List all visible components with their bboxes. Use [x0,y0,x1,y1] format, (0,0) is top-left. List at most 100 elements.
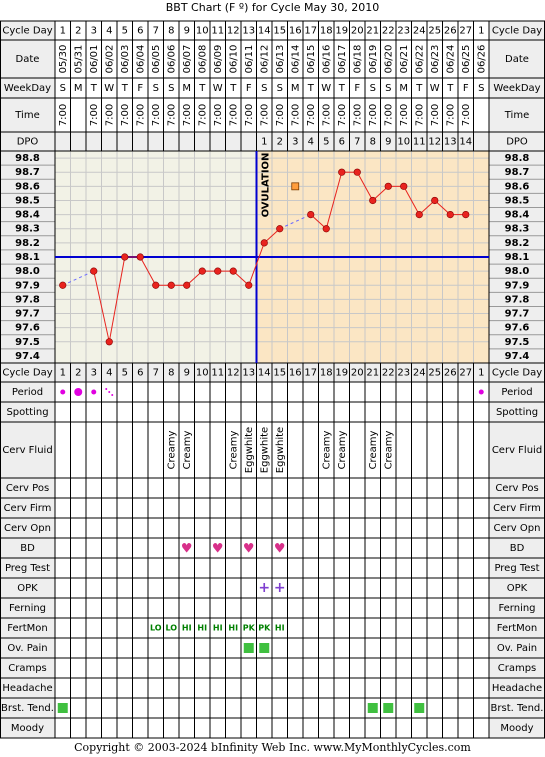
dpo-label: 5 [323,137,329,148]
dpo-label: 11 [413,137,426,148]
temp-point [260,239,268,247]
row-label-cerv_pos: Cerv Pos [6,483,49,494]
date-label: 06/12 [259,45,270,74]
date-label: 06/07 [182,45,193,74]
cycle-day-number: 24 [413,26,426,37]
weekday-label: T [90,83,98,94]
row-label-cycle_day: Cycle Day [492,368,542,379]
cycle-day-number: 25 [428,368,441,379]
time-label: 7:00 [445,104,456,126]
special-temp-point [291,182,300,191]
period-marker [91,389,97,395]
temp-line-segment [108,256,126,342]
temp-point [121,253,129,261]
row-label-headache: Headache [492,683,542,694]
row-label-time: Time [504,110,529,121]
row-label-bd: BD [510,543,525,554]
y-tick-label: 97.8 [505,294,530,305]
temp-point [322,225,330,233]
y-tick-label: 98.6 [505,181,530,192]
ov-pain-marker [259,643,270,653]
y-tick-label: 97.8 [15,294,40,305]
breast-tenderness-marker [57,703,68,713]
row-label-brst_tend: Brst. Tend. [491,703,544,714]
cycle-day-number: 9 [184,26,190,37]
cycle-day-number: 15 [273,368,286,379]
y-tick-label: 98.1 [15,252,40,263]
obs-label-bg [489,363,545,738]
dpo-label: 12 [428,137,441,148]
time-label: 7:00 [461,104,472,126]
y-axis-bg [0,151,55,363]
cycle-day-number: 9 [184,368,190,379]
temp-point [338,168,346,176]
date-label: 06/11 [244,45,255,74]
row-label-cramps: Cramps [8,663,47,674]
date-label: 06/15 [306,45,317,74]
date-label: 06/21 [399,45,410,74]
y-tick-label: 98.5 [15,195,40,206]
temp-point [276,225,284,233]
weekday-label: F [354,83,360,94]
time-label: 7:00 [104,104,115,126]
temp-point [183,281,191,289]
weekday-label: S [60,83,66,94]
cycle-day-number: 14 [258,26,271,37]
opk-plus-icon: + [258,580,270,596]
weekday-label: T [338,83,346,94]
cycle-day-number: 1 [60,368,66,379]
temp-line-segment [93,271,110,342]
time-label: 7:00 [368,104,379,126]
temp-point [214,267,222,275]
cerv-fluid-entry: Creamy [166,431,177,470]
date-label: 06/02 [104,45,115,74]
bd-heart-icon: ♥ [181,542,193,557]
y-tick-label: 97.5 [15,337,40,348]
date-label: 05/31 [73,45,84,74]
dpo-label: 3 [292,137,298,148]
row-label-cerv_opn: Cerv Opn [4,523,51,534]
y-tick-label: 97.7 [505,309,530,320]
cycle-day-number: 1 [60,26,66,37]
y-tick-label: 97.4 [505,351,530,362]
cycle-day-number: 27 [459,368,472,379]
cycle-day-number: 6 [137,368,143,379]
temp-line-segment [139,256,157,286]
cycle-day-number: 1 [478,368,484,379]
cycle-day-number: 12 [227,368,240,379]
row-label-period: Period [501,387,532,398]
weekday-label: T [121,83,129,94]
cycle-day-number: 20 [351,368,364,379]
weekday-label: M [74,83,83,94]
cycle-day-number: 22 [382,368,395,379]
dpo-label: 4 [308,137,314,148]
spotting-marker [111,394,114,396]
date-label: 06/25 [461,45,472,74]
cycle-day-number: 19 [335,26,348,37]
row-label-cerv_fluid: Cerv Fluid [492,445,542,456]
cycle-day-number: 10 [196,26,209,37]
temp-point [245,281,253,289]
fertmon-entry: LO [165,624,177,633]
date-label: 06/08 [197,45,208,74]
temp-point [400,182,408,190]
y-tick-label: 98.7 [505,167,530,178]
row-label-bd: BD [20,543,35,554]
y-tick-label: 98.4 [505,210,530,221]
date-label: 06/23 [430,45,441,74]
cycle-day-number: 20 [351,26,364,37]
cycle-day-number: 16 [289,368,302,379]
chart-title: BBT Chart (F º) for Cycle May 30, 2010 [165,1,380,14]
weekday-label: T [307,83,315,94]
breast-tenderness-marker [383,703,394,713]
fertmon-entry: HI [197,624,207,633]
row-label-brst_tend: Brst. Tend. [1,703,54,714]
time-label: 7:00 [58,104,69,126]
fertmon-entry: HI [228,624,238,633]
ov-pain-marker [243,643,254,653]
row-label-preg_test: Preg Test [494,563,539,574]
cycle-day-number: 24 [413,368,426,379]
dpo-label: 10 [397,137,410,148]
date-label: 06/01 [89,45,100,74]
cycle-day-number: 7 [153,26,159,37]
